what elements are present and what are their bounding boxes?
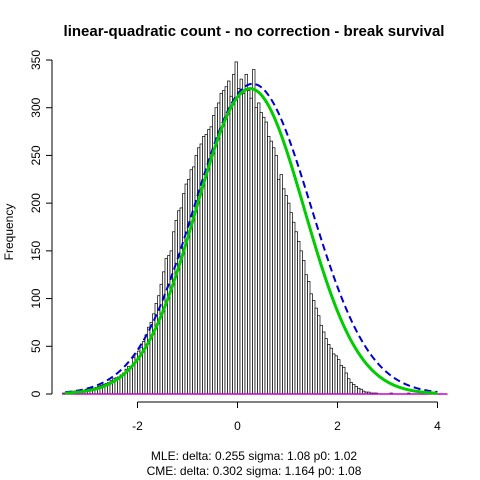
y-axis-label: Frequency <box>2 204 16 261</box>
histogram-bar <box>349 382 353 395</box>
histogram-bar <box>182 193 186 395</box>
histogram-bar <box>354 386 358 395</box>
histogram-bar <box>304 274 308 395</box>
histogram-bar <box>222 90 226 395</box>
histogram-bar <box>324 338 328 395</box>
histogram-bar <box>302 260 306 395</box>
histogram-bar <box>252 69 256 395</box>
histogram-bar <box>279 174 283 395</box>
histogram-bar <box>237 88 241 395</box>
histogram-bar <box>347 378 351 395</box>
histogram-bar <box>239 78 243 395</box>
histogram-bar <box>357 387 361 395</box>
histogram-bar <box>322 331 326 395</box>
y-tick-label: 150 <box>29 241 43 261</box>
histogram-bar <box>242 93 246 395</box>
histogram-bar <box>259 112 263 395</box>
histogram-bar <box>192 166 196 395</box>
histogram-bar <box>352 384 356 395</box>
histogram-bar <box>162 271 166 395</box>
histogram-bar <box>334 355 338 395</box>
histogram-bar <box>249 97 253 395</box>
histogram-bar <box>219 93 223 395</box>
fit-curves <box>64 82 438 395</box>
x-tick-label: 0 <box>234 419 241 433</box>
y-tick-label: 0 <box>29 390 43 397</box>
axes: -2 0 2 4 0 50 100 150 200 250 300 350 <box>29 50 441 433</box>
histogram-bar <box>197 147 201 395</box>
histogram-bar <box>339 365 343 395</box>
histogram-bar <box>217 102 221 395</box>
histogram-bar <box>167 255 171 395</box>
histogram-bar <box>309 293 313 395</box>
histogram-bar <box>294 231 298 395</box>
histogram-bar <box>129 366 133 395</box>
histogram-bar <box>287 202 291 395</box>
histogram-bar <box>284 195 288 395</box>
histogram-bar <box>267 135 271 395</box>
histogram-bar <box>327 344 331 395</box>
histogram-bar <box>159 283 163 395</box>
histogram-bar <box>152 313 156 395</box>
histogram-bar <box>172 231 176 395</box>
histogram-bar <box>227 80 231 395</box>
mle-curve <box>64 87 438 395</box>
histogram-bar <box>187 178 191 395</box>
histogram-bar <box>194 155 198 395</box>
histogram-bar <box>297 240 301 395</box>
x-tick-label: 2 <box>334 419 341 433</box>
histogram-bar <box>209 126 213 395</box>
y-tick-label: 100 <box>29 288 43 308</box>
y-tick-label: 50 <box>29 339 43 353</box>
histogram-bar <box>317 315 321 395</box>
histogram-bar <box>332 353 336 395</box>
histogram-bar <box>277 178 281 395</box>
bars <box>62 61 448 395</box>
histogram-bar <box>312 300 316 395</box>
histogram-bar <box>189 169 193 395</box>
histogram-bar <box>234 61 238 395</box>
histogram-bar <box>177 210 181 395</box>
histogram-bar <box>337 359 341 395</box>
histogram-bar <box>169 250 173 395</box>
histogram-bar <box>224 86 228 395</box>
histogram-bar <box>174 219 178 395</box>
histogram-bar <box>319 324 323 395</box>
x-tick-label: 4 <box>434 419 441 433</box>
histogram-bar <box>307 281 311 395</box>
histogram-bar <box>257 102 261 395</box>
cme-curve <box>64 82 438 394</box>
histogram-bar <box>314 307 318 395</box>
mle-note: MLE: delta: 0.255 sigma: 1.08 p0: 1.02 <box>151 449 357 463</box>
histogram-bar <box>272 147 276 395</box>
y-tick-label: 250 <box>29 145 43 165</box>
histogram-bar <box>179 207 183 395</box>
histogram-bar <box>232 73 236 395</box>
histogram-bar <box>292 221 296 395</box>
histogram-bar <box>274 155 278 395</box>
histogram-bar <box>264 121 268 395</box>
histogram-bar <box>329 347 333 395</box>
histogram-bar <box>282 188 286 395</box>
histogram-bar <box>342 366 346 395</box>
histogram-bar <box>289 212 293 395</box>
cme-note: CME: delta: 0.302 sigma: 1.164 p0: 1.08 <box>147 464 362 478</box>
histogram-bar <box>254 107 258 395</box>
histogram-bar <box>299 250 303 395</box>
chart-title: linear-quadratic count - no correction -… <box>64 23 445 40</box>
histogram-bar <box>184 183 188 395</box>
y-tick-label: 350 <box>29 50 43 70</box>
x-tick-label: -2 <box>132 419 143 433</box>
histogram-bar <box>344 372 348 395</box>
histogram-bar <box>247 90 251 395</box>
y-tick-label: 200 <box>29 193 43 213</box>
histogram-bar <box>262 116 266 395</box>
histogram-bar <box>269 140 273 395</box>
histogram-bar <box>244 73 248 395</box>
histogram-bar <box>229 95 233 395</box>
histogram-bar <box>164 258 168 395</box>
y-tick-label: 300 <box>29 97 43 117</box>
